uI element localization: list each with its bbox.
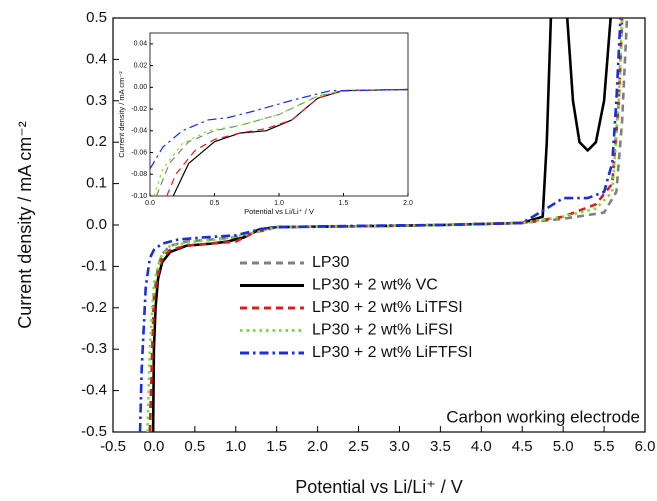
x-tick-label: 2.0 (403, 200, 413, 207)
series-line (146, 18, 624, 432)
y-axis-label: Current density / mA cm⁻² (117, 71, 126, 158)
x-axis-label: Potential vs Li/Li⁺ / V (244, 207, 314, 216)
legend-label: LP30 + 2 wt% LiTFSI (312, 299, 463, 316)
series-line (138, 18, 622, 432)
x-tick-label: 0.5 (210, 200, 220, 207)
y-tick-label: 0.0 (86, 216, 107, 233)
y-tick-label: -0.1 (81, 257, 107, 274)
x-tick-label: 0.0 (143, 438, 164, 455)
x-tick-label: 0.0 (145, 200, 155, 207)
y-tick-label: 0.4 (86, 50, 107, 67)
legend-label: LP30 + 2 wt% LiFSI (312, 322, 453, 339)
x-tick-label: 3.5 (430, 438, 451, 455)
y-tick-label: 0.02 (134, 62, 148, 69)
y-tick-label: 0.3 (86, 92, 107, 109)
x-tick-label: 4.5 (512, 438, 533, 455)
lines (138, 18, 629, 432)
y-axis-label: Current density / mA cm⁻² (15, 121, 35, 329)
y-tick-label: 0.5 (86, 9, 107, 26)
series-line (153, 88, 408, 196)
annotation: Carbon working electrode (446, 407, 640, 426)
x-tick-label: 2.5 (348, 438, 369, 455)
x-tick-label: 1.5 (339, 200, 349, 207)
x-tick-label: 2.0 (307, 438, 328, 455)
y-tick-label: -0.08 (131, 171, 147, 178)
y-tick-label: -0.4 (81, 382, 107, 399)
y-tick-label: 0.2 (86, 133, 107, 150)
y-tick-label: -0.04 (131, 128, 147, 135)
x-axis-label: Potential vs Li/Li⁺ / V (295, 477, 463, 497)
legend-label: LP30 + 2 wt% VC (312, 277, 438, 294)
x-tick-label: 4.0 (471, 438, 492, 455)
x-tick-label: 6.0 (635, 438, 656, 455)
legend-label: LP30 + 2 wt% LiFTFSI (312, 344, 473, 361)
x-tick-label: 5.0 (553, 438, 574, 455)
x-tick-label: -0.5 (100, 438, 126, 455)
y-tick-label: 0.00 (134, 84, 148, 91)
x-tick-label: 3.0 (389, 438, 410, 455)
legend-label: LP30 (312, 254, 349, 271)
x-tick-label: 1.0 (274, 200, 284, 207)
y-tick-label: -0.5 (81, 423, 107, 440)
y-tick-label: -0.06 (131, 149, 147, 156)
y-tick-label: 0.04 (134, 41, 148, 48)
x-tick-label: 0.5 (184, 438, 205, 455)
x-tick-label: 5.5 (594, 438, 615, 455)
series-line (166, 88, 408, 196)
y-tick-label: -0.2 (81, 299, 107, 316)
series-line (150, 88, 408, 170)
x-tick-label: 1.5 (266, 438, 287, 455)
y-tick-label: -0.10 (131, 193, 147, 200)
y-tick-label: -0.3 (81, 340, 107, 357)
lines (150, 88, 408, 196)
y-tick-label: -0.02 (131, 106, 147, 113)
x-tick-label: 1.0 (225, 438, 246, 455)
y-tick-label: 0.1 (86, 175, 107, 192)
